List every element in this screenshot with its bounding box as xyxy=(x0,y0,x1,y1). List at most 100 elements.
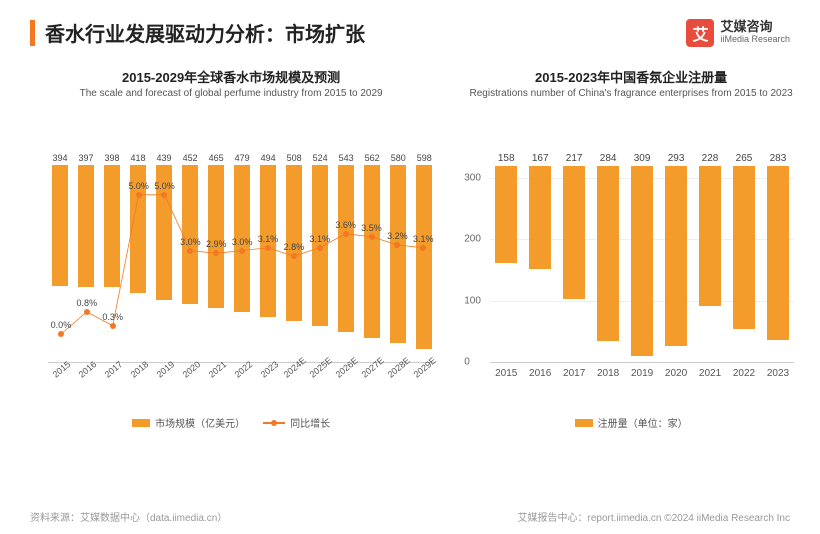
x-tick-label: 2023 xyxy=(767,368,789,379)
line-marker xyxy=(213,250,219,256)
bar-rect xyxy=(563,166,585,299)
y-tick-label: 0 xyxy=(464,357,470,368)
chart-left: 2015-2029年全球香水市场规模及预测 The scale and fore… xyxy=(20,67,442,430)
bar-rect xyxy=(733,166,755,329)
x-tick-label: 2027E xyxy=(360,355,386,379)
line-marker xyxy=(343,231,349,237)
bar-rect xyxy=(338,165,354,332)
chart-right-area: 0100200300158201516720162172017284201830… xyxy=(462,113,800,423)
chart-left-title-en: The scale and forecast of global perfume… xyxy=(20,88,442,99)
bar-rect xyxy=(182,165,198,304)
x-tick-label: 2018 xyxy=(597,368,619,379)
bar-slot: 2282021 xyxy=(694,153,726,362)
bar-rect xyxy=(416,165,432,349)
bar-slot: 1582015 xyxy=(490,153,522,362)
growth-value-label: 0.3% xyxy=(102,312,123,322)
x-tick-label: 2022 xyxy=(233,359,255,380)
bar-rect xyxy=(699,166,721,306)
bar-rect xyxy=(52,165,68,286)
bar-rect xyxy=(208,165,224,308)
x-tick-label: 2026E xyxy=(334,355,360,379)
bar-value-label: 217 xyxy=(566,153,583,164)
x-tick-label: 2024E xyxy=(282,355,308,379)
legend-line-swatch xyxy=(263,422,285,424)
growth-value-label: 3.1% xyxy=(258,234,279,244)
bar-rect xyxy=(390,165,406,343)
line-marker xyxy=(317,245,323,251)
x-tick-label: 2028E xyxy=(386,355,412,379)
growth-value-label: 5.0% xyxy=(154,181,175,191)
bar-value-label: 284 xyxy=(600,153,617,164)
bar-slot: 5982029E xyxy=(412,153,436,362)
x-tick-label: 2020 xyxy=(665,368,687,379)
line-marker xyxy=(187,248,193,254)
growth-value-label: 0.0% xyxy=(51,320,72,330)
line-marker xyxy=(265,245,271,251)
line-marker xyxy=(58,331,64,337)
bar-value-label: 543 xyxy=(339,153,354,163)
x-tick-label: 2017 xyxy=(563,368,585,379)
bar-value-label: 598 xyxy=(417,153,432,163)
bar-value-label: 508 xyxy=(287,153,302,163)
footer-source: 资料来源：艾媒数据中心（data.iimedia.cn） xyxy=(30,509,227,524)
x-tick-label: 2018 xyxy=(129,359,151,380)
bar-value-label: 418 xyxy=(131,153,146,163)
bar-rect xyxy=(78,165,94,287)
bar-value-label: 228 xyxy=(702,153,719,164)
x-tick-label: 2029E xyxy=(412,355,438,379)
growth-value-label: 0.8% xyxy=(77,298,98,308)
line-marker xyxy=(394,242,400,248)
growth-value-label: 2.9% xyxy=(206,239,227,249)
bar-slot: 2842018 xyxy=(592,153,624,362)
bar-value-label: 397 xyxy=(79,153,94,163)
bar-rect xyxy=(104,165,120,287)
line-marker xyxy=(369,234,375,240)
footer-right: 艾媒报告中心：report.iimedia.cn ©2024 iiMedia R… xyxy=(518,509,790,524)
bar-value-label: 479 xyxy=(235,153,250,163)
bar-slot: 3092019 xyxy=(626,153,658,362)
x-tick-label: 2016 xyxy=(529,368,551,379)
bar-slot: 2832023 xyxy=(762,153,794,362)
y-tick-label: 200 xyxy=(464,234,481,245)
bar-slot: 4792022 xyxy=(230,153,254,362)
line-marker xyxy=(420,245,426,251)
bar-value-label: 452 xyxy=(183,153,198,163)
y-tick-label: 300 xyxy=(464,172,481,183)
bar-value-label: 167 xyxy=(532,153,549,164)
bar-value-label: 309 xyxy=(634,153,651,164)
bar-value-label: 494 xyxy=(261,153,276,163)
bar-rect xyxy=(495,166,517,263)
growth-value-label: 3.0% xyxy=(180,237,201,247)
bar-value-label: 562 xyxy=(365,153,380,163)
x-tick-label: 2019 xyxy=(155,359,177,380)
bar-slot: 3972016 xyxy=(74,153,98,362)
line-marker xyxy=(110,323,116,329)
x-tick-label: 2017 xyxy=(103,359,125,380)
bar-value-label: 265 xyxy=(736,153,753,164)
bar-value-label: 524 xyxy=(313,153,328,163)
bar-slot: 3982017 xyxy=(100,153,124,362)
bar-value-label: 158 xyxy=(498,153,515,164)
bar-slot: 5622027E xyxy=(360,153,384,362)
title-wrap: 香水行业发展驱动力分析：市场扩张 xyxy=(30,18,365,47)
bar-value-label: 465 xyxy=(209,153,224,163)
bar-slot: 1672016 xyxy=(524,153,556,362)
growth-value-label: 3.1% xyxy=(309,234,330,244)
x-tick-label: 2015 xyxy=(495,368,517,379)
x-tick-label: 2020 xyxy=(181,359,203,380)
line-marker xyxy=(136,192,142,198)
growth-value-label: 2.8% xyxy=(284,242,305,252)
x-tick-label: 2015 xyxy=(51,359,73,380)
bar-rect xyxy=(597,166,619,341)
bar-rect xyxy=(767,166,789,340)
chart-right-title-en: Registrations number of China's fragranc… xyxy=(462,88,800,99)
x-tick-label: 2022 xyxy=(733,368,755,379)
chart-right: 2015-2023年中国香氛企业注册量 Registrations number… xyxy=(462,67,800,430)
bar-value-label: 398 xyxy=(105,153,120,163)
bar-value-label: 283 xyxy=(770,153,787,164)
growth-value-label: 3.0% xyxy=(232,237,253,247)
growth-value-label: 5.0% xyxy=(128,181,149,191)
accent-bar xyxy=(30,20,35,46)
growth-value-label: 3.5% xyxy=(361,223,382,233)
chart-left-title-cn: 2015-2029年全球香水市场规模及预测 xyxy=(20,67,442,86)
